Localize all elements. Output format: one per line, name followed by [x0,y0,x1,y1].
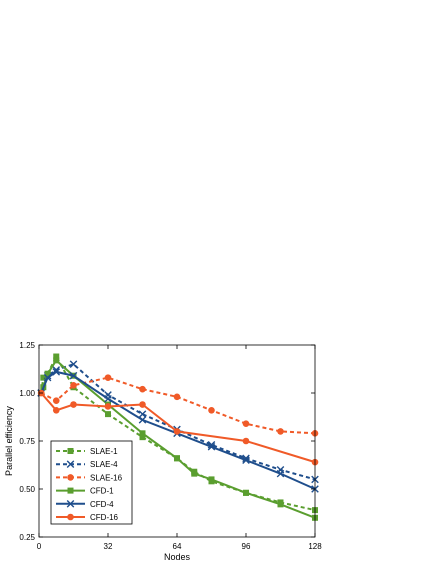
legend-label: CFD-16 [90,513,119,522]
legend-item-slae-16: SLAE-16 [56,473,123,482]
x-tick-label: 96 [242,542,251,551]
legend-item-slae-4: SLAE-4 [56,460,118,469]
series-line [40,376,316,435]
data-point [53,353,60,360]
legend-label: SLAE-16 [90,473,123,482]
y-tick-label: 0.50 [19,485,35,494]
data-point [242,437,250,445]
data-point [105,411,111,418]
data-point [191,470,198,477]
data-point [208,406,215,414]
data-point [139,434,146,441]
data-point [277,428,284,435]
x-tick-label: 128 [308,542,322,551]
data-point [242,420,250,428]
legend: SLAE-1 SLAE-4 SLAE-16 CFD-1 CFD-4 CFD-16 [50,440,133,525]
y-tick-label: 0.25 [19,533,35,542]
legend-marker [67,448,74,454]
legend-marker [67,487,74,494]
data-point [139,385,146,393]
legend-marker [66,460,75,468]
data-point [174,455,180,462]
data-point [277,501,284,508]
data-point [53,357,60,364]
data-point [139,401,146,408]
data-point [44,370,51,377]
series-cfd-16 [37,389,319,466]
data-point [69,360,78,368]
data-point [69,371,78,380]
y-axis-label: Parallel efficiency [4,406,14,476]
data-point [52,368,61,376]
plot-area [37,353,319,521]
legend-label: SLAE-1 [90,447,118,456]
legend-marker [67,474,74,481]
data-point [138,416,147,424]
data-point [139,430,146,437]
legend-item-cfd-4: CFD-4 [56,500,114,509]
axes: 0 32 64 96 128 0.25 0.50 0.75 1.00 1.25 Nodes Paral… [4,341,322,562]
data-point [52,397,60,404]
data-point [43,373,52,382]
data-point [70,401,77,408]
data-point [104,394,112,403]
x-tick-label: 64 [173,542,182,551]
data-point [207,442,216,451]
data-point [104,403,112,410]
data-point [70,382,77,389]
data-point [173,393,181,401]
data-point [52,406,60,414]
data-point [104,374,112,381]
legend-item-cfd-16: CFD-16 [56,513,119,522]
x-tick-label: 0 [37,542,42,551]
data-point [40,374,47,381]
legend-item-slae-1: SLAE-1 [56,447,118,456]
legend-label: CFD-1 [90,487,114,496]
x-tick-label: 32 [104,542,113,551]
data-point [242,456,250,464]
y-tick-label: 1.25 [19,341,35,350]
data-point [173,428,181,435]
legend-marker [67,513,74,521]
data-point [138,410,147,418]
y-tick-label: 0.75 [19,437,35,446]
legend-label: SLAE-4 [90,460,118,469]
x-axis-label: Nodes [164,552,191,562]
legend-marker [66,500,75,508]
data-point [243,489,249,496]
y-tick-label: 1.00 [19,389,35,398]
legend-item-cfd-1: CFD-1 [56,487,114,496]
legend-box [50,440,133,525]
legend-label: CFD-4 [90,500,114,509]
data-point [276,469,285,478]
data-point [208,476,215,483]
